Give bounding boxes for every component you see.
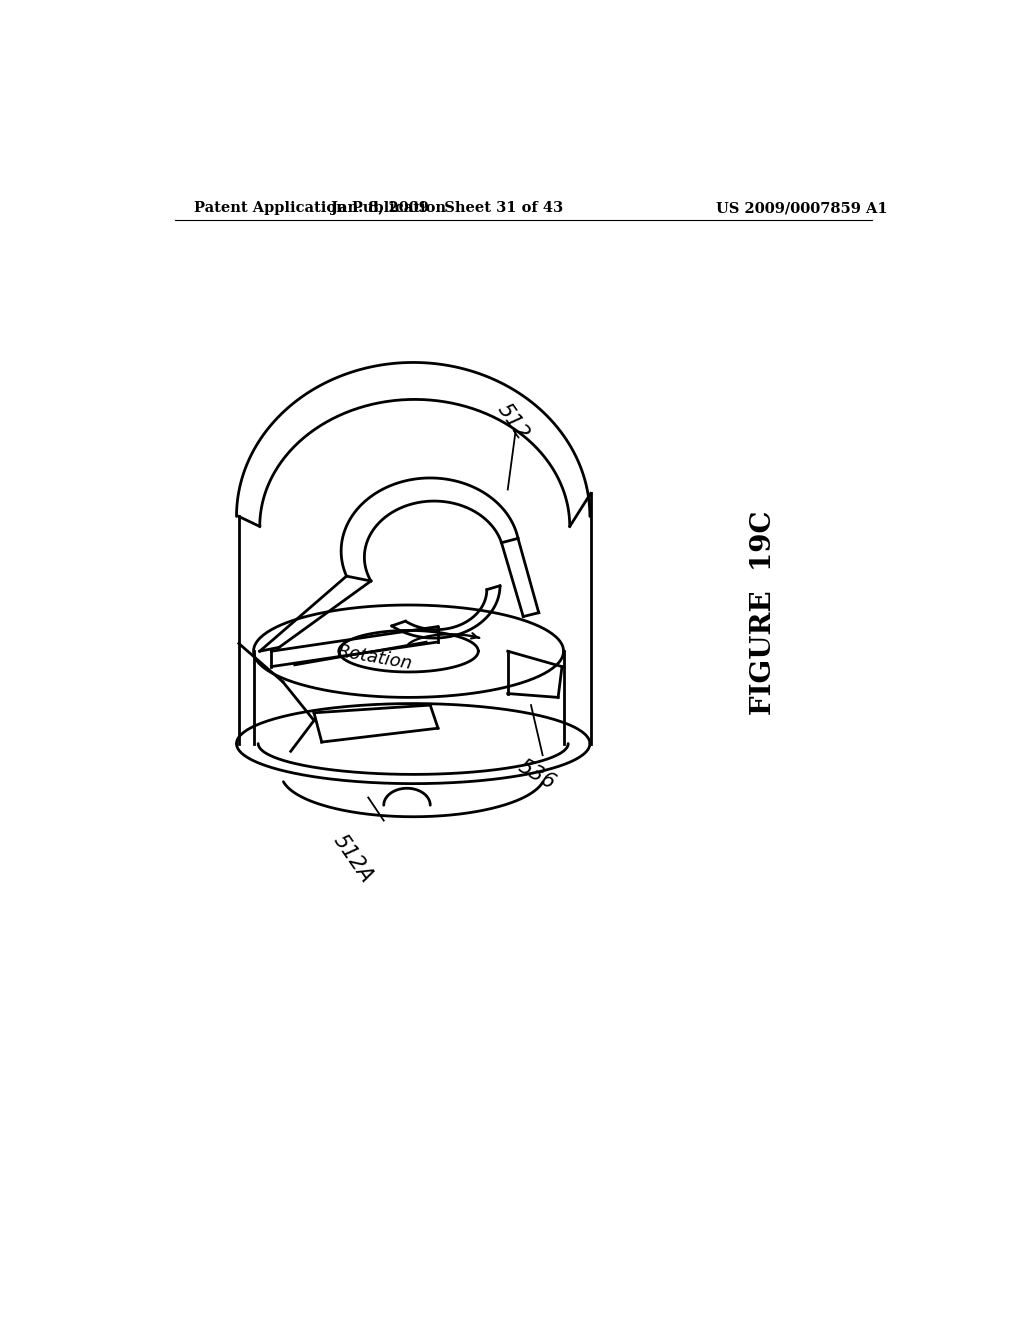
Text: 512: 512 [494, 400, 532, 444]
Text: Patent Application Publication: Patent Application Publication [194, 202, 445, 215]
Text: Rotation: Rotation [336, 642, 414, 673]
Text: 512A: 512A [329, 832, 377, 887]
Text: US 2009/0007859 A1: US 2009/0007859 A1 [717, 202, 888, 215]
Text: FIGURE  19C: FIGURE 19C [750, 511, 777, 715]
Text: Jan. 8, 2009   Sheet 31 of 43: Jan. 8, 2009 Sheet 31 of 43 [331, 202, 563, 215]
Text: 536: 536 [515, 756, 559, 793]
